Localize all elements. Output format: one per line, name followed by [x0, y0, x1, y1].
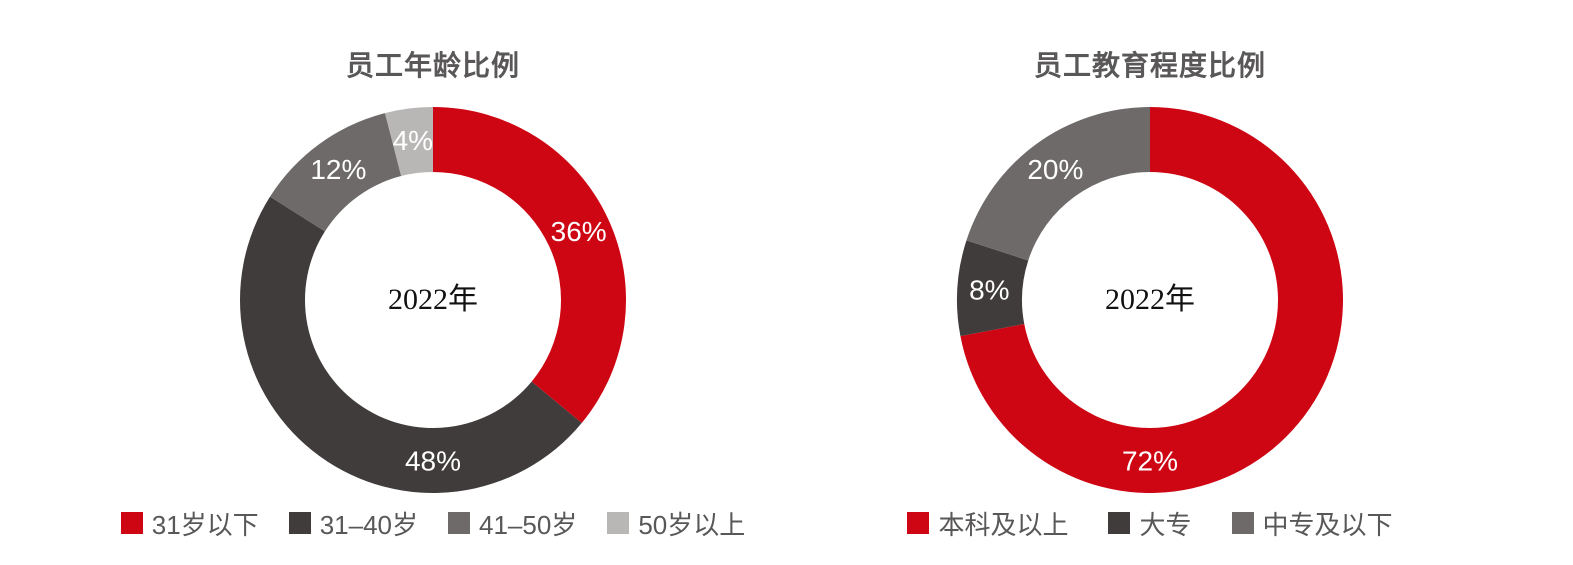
legend-item-41–50岁: 41–50岁: [448, 505, 577, 542]
age-chart-legend: 31岁以下 31–40岁 41–50岁 50岁以上: [83, 505, 783, 541]
legend-item-50岁以上: 50岁以上: [607, 505, 745, 542]
legend-swatch: [448, 512, 470, 534]
slice-data-label: 4%: [393, 125, 433, 156]
education-chart-center-year: 2022年: [1105, 283, 1195, 316]
legend-label: 41–50岁: [479, 509, 578, 540]
age-chart-center-year: 2022年: [388, 283, 478, 316]
slice-data-label: 8%: [969, 274, 1009, 305]
donut-slice-50岁以上: [385, 107, 433, 177]
donut-slice-31岁以下: [433, 107, 626, 424]
education-chart-title: 员工教育程度比例: [1033, 50, 1266, 81]
slice-data-label: 12%: [310, 154, 366, 185]
slice-data-label: 48%: [405, 446, 461, 477]
slice-data-label: 20%: [1027, 154, 1083, 185]
education-donut-chart: 72% 8% 20%: [957, 107, 1343, 493]
legend-swatch: [288, 512, 311, 534]
legend-swatch: [1108, 512, 1131, 534]
employee-education-chart: 员工教育程度比例 72% 8% 20% 2022年 本科及以上 大专 中专及以下: [800, 0, 1500, 565]
legend-label: 大专: [1139, 509, 1192, 540]
legend-label: 中专及以下: [1262, 509, 1393, 540]
age-chart-title: 员工年龄比例: [345, 50, 520, 81]
legend-item-大专: 大专: [1108, 505, 1192, 542]
legend-label: 31–40岁: [319, 509, 418, 540]
legend-swatch: [607, 512, 630, 534]
donut-slice-大专: [957, 240, 1029, 337]
legend-label: 本科及以上: [938, 509, 1069, 540]
legend-item-31–40岁: 31–40岁: [288, 505, 418, 542]
legend-label: 50岁以上: [638, 509, 746, 540]
legend-label: 31岁以下: [151, 509, 259, 540]
education-chart-legend: 本科及以上 大专 中专及以下: [800, 505, 1500, 541]
donut-slice-41–50岁: [270, 113, 402, 232]
legend-item-本科及以上: 本科及以上: [907, 505, 1068, 542]
donut-slice-31–40岁: [240, 196, 582, 493]
legend-swatch: [907, 512, 930, 534]
slice-data-label: 72%: [1122, 446, 1178, 477]
donut-slice-中专及以下: [966, 107, 1150, 261]
legend-swatch: [120, 512, 143, 534]
legend-swatch: [1231, 512, 1254, 534]
legend-item-中专及以下: 中专及以下: [1231, 505, 1393, 542]
age-donut-chart: 36% 48% 12% 4%: [240, 107, 626, 493]
legend-item-31岁以下: 31岁以下: [120, 505, 259, 542]
slice-data-label: 36%: [551, 216, 607, 247]
donut-slice-本科及以上: [960, 107, 1343, 493]
employee-age-chart: 员工年龄比例 36% 48% 12% 4% 2022年 31岁以下 31–40岁 41–5…: [83, 0, 783, 565]
